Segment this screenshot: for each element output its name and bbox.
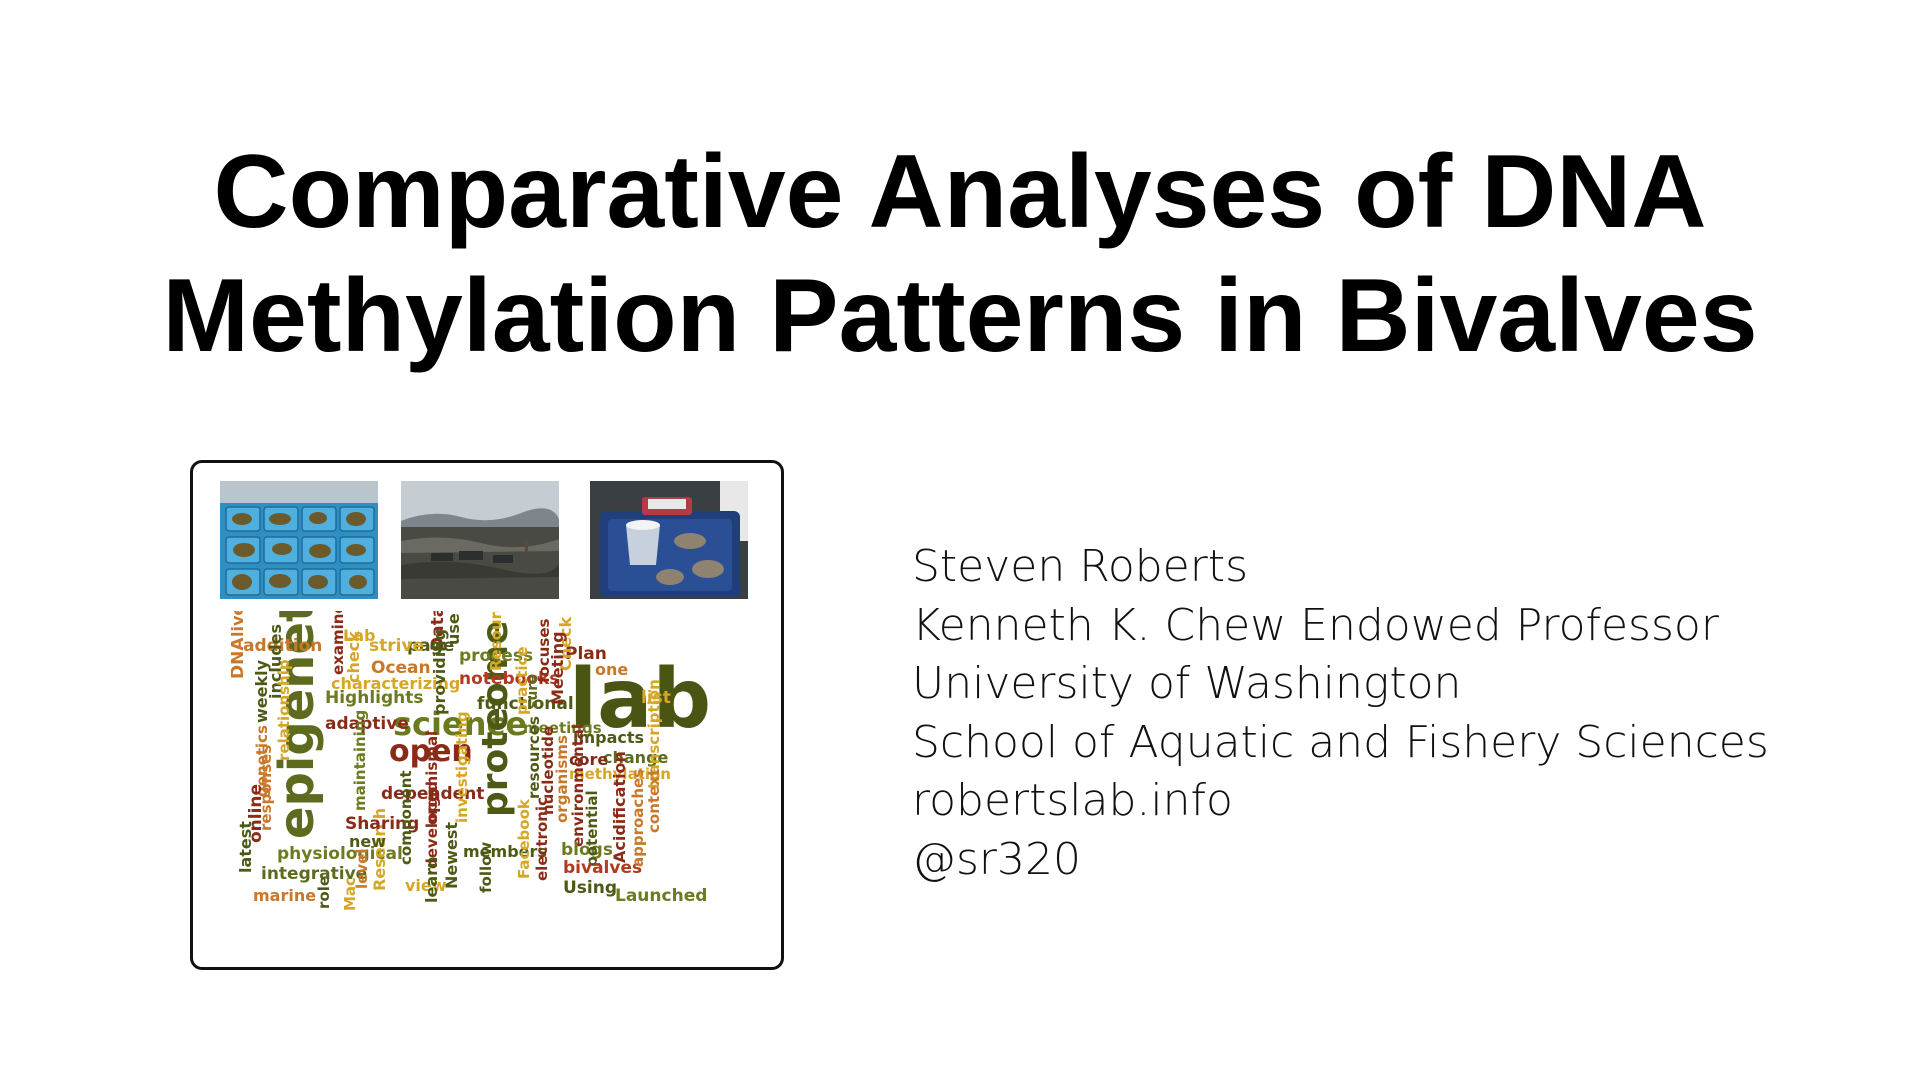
word-cloud-word: follow xyxy=(477,842,495,893)
author-position: Kenneth K. Chew Endowed Professor xyxy=(912,599,1719,651)
word-cloud-word: Plan xyxy=(565,644,607,664)
word-cloud-word: weekly xyxy=(252,659,271,723)
author-school: School of Aquatic and Fishery Sciences xyxy=(912,716,1769,768)
word-cloud-word: sure xyxy=(525,674,541,709)
word-cloud-word: maintaining xyxy=(351,710,369,811)
word-cloud-word: Resource xyxy=(487,611,505,671)
slide-title-line-2: Methylation Patterns in Bivalves xyxy=(162,258,1758,374)
word-cloud-word: nucleotide xyxy=(539,726,557,815)
word-cloud-word: examine xyxy=(329,611,347,675)
lab-image-panel: epigenetics lab science proteome open Highlig… xyxy=(190,460,784,970)
word-cloud-word: focuses xyxy=(535,618,553,683)
word-cloud-word: resources xyxy=(525,716,543,799)
word-cloud-word: level xyxy=(353,849,371,889)
word-cloud-word: list xyxy=(641,688,671,708)
word-cloud-word: check xyxy=(344,631,363,683)
word-cloud-word: online xyxy=(246,784,266,843)
author-name: Steven Roberts xyxy=(912,541,1249,592)
word-cloud-word: bivalves xyxy=(563,858,642,878)
word-cloud-word: Acidification xyxy=(610,751,629,863)
word-cloud-word: functional xyxy=(477,694,574,714)
word-cloud-word: integrative xyxy=(261,864,367,884)
word-cloud-word: developed xyxy=(423,781,441,869)
word-cloud-word: Mac xyxy=(341,877,359,911)
word-cloud-word: learn xyxy=(422,857,441,903)
word-cloud-word: investigating xyxy=(453,711,471,823)
oysters-in-blue-trays-photo xyxy=(220,481,378,599)
word-cloud-word: environmental xyxy=(569,724,587,847)
word-cloud-word: view xyxy=(405,876,447,895)
word-cloud-word: core xyxy=(569,750,608,769)
word-cloud-word: approaches xyxy=(629,769,647,867)
word-cloud-word: lab xyxy=(569,652,711,747)
word-cloud-word: live xyxy=(231,611,247,637)
word-cloud-word: Launched xyxy=(615,886,707,906)
word-cloud-word: Meeting xyxy=(548,631,567,705)
word-cloud-word: use xyxy=(444,613,463,645)
word-cloud-word: Check xyxy=(556,617,575,671)
word-cloud-word: addition xyxy=(243,636,322,656)
word-cloud-word: electronic xyxy=(533,797,551,881)
word-cloud-word: DNA xyxy=(231,637,248,679)
word-cloud-word: notebooks xyxy=(459,669,559,689)
word-cloud-word: characterizing xyxy=(331,674,460,693)
author-university: University of Washington xyxy=(912,658,1462,709)
word-cloud-word: new xyxy=(349,832,386,851)
word-cloud-word: epigenetics xyxy=(269,611,325,839)
word-cloud-word: physiological xyxy=(277,844,403,864)
word-cloud: epigenetics lab science proteome open Highlig… xyxy=(231,611,751,951)
word-cloud-word: impacts xyxy=(573,728,644,747)
word-cloud-word: role xyxy=(315,876,333,909)
word-cloud-word: Lab xyxy=(343,626,375,645)
author-handle[interactable]: @sr320 xyxy=(912,833,1081,885)
word-cloud-word: methylation xyxy=(569,765,671,783)
word-cloud-word: page xyxy=(407,636,454,656)
word-cloud-word: Research xyxy=(370,808,389,891)
word-cloud-word: genetics xyxy=(253,725,271,797)
word-cloud-word: adaptive xyxy=(325,714,409,734)
word-cloud-word: potential xyxy=(583,790,601,867)
word-cloud-word: context xyxy=(645,769,663,833)
word-cloud-word: Using xyxy=(563,878,617,898)
word-cloud-word: meetings xyxy=(523,719,602,737)
word-cloud-word: Sharing xyxy=(345,814,419,834)
word-cloud-word: marine xyxy=(253,886,316,905)
word-cloud-word: process xyxy=(459,646,533,666)
word-cloud-word: science xyxy=(393,705,527,743)
word-cloud-word: proteome xyxy=(475,620,516,817)
author-info: Steven Roberts Kenneth K. Chew Endowed P… xyxy=(912,538,1769,889)
word-cloud-word: responses xyxy=(257,745,275,831)
slide-title-line-1: Comparative Analyses of DNA xyxy=(213,134,1707,250)
word-cloud-word: relationship xyxy=(275,659,293,761)
word-cloud-word: Highlights xyxy=(325,688,424,708)
word-cloud-word: organismal xyxy=(423,731,441,825)
word-cloud-word: open xyxy=(389,734,473,769)
mudflat-shoreline-photo xyxy=(401,481,559,599)
slide-title: Comparative Analyses of DNA Methylation … xyxy=(100,130,1820,378)
word-cloud-word: practice xyxy=(513,646,531,715)
word-cloud-word: Newest xyxy=(442,822,461,889)
word-cloud-word: includes xyxy=(266,624,285,699)
word-cloud-word: one xyxy=(595,660,628,679)
word-cloud-word: Facebook xyxy=(515,798,533,879)
word-cloud-word: latest xyxy=(236,821,255,873)
oyster-tray-lab-photo xyxy=(590,481,748,599)
word-cloud-word: Data xyxy=(428,611,448,651)
word-cloud-word: component xyxy=(397,770,415,865)
word-cloud-word: Ocean xyxy=(371,658,431,678)
word-cloud-word: blogs xyxy=(561,840,613,860)
word-cloud-word: members xyxy=(463,842,547,861)
word-cloud-word: dependent xyxy=(381,784,484,804)
word-cloud-word: organisms xyxy=(553,735,571,823)
author-website[interactable]: robertslab.info xyxy=(912,775,1233,826)
word-cloud-word: transcription xyxy=(645,679,663,789)
word-cloud-word: providing xyxy=(430,629,449,715)
word-cloud-word: change xyxy=(603,748,669,767)
word-cloud-word: strive xyxy=(369,636,424,656)
